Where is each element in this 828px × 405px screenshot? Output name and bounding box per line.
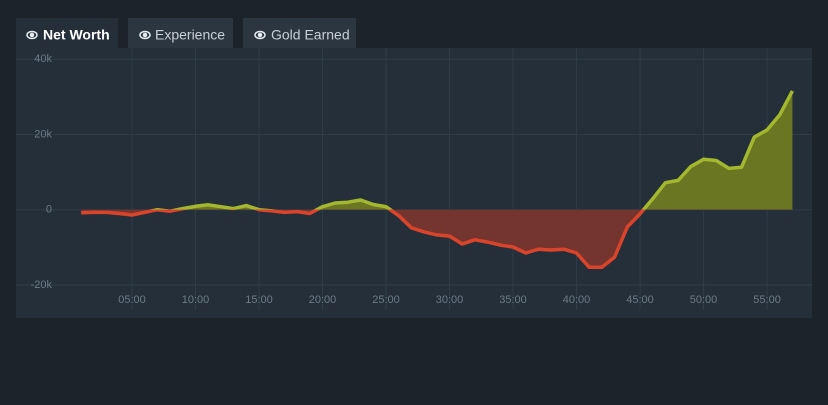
x-tick-label: 20:00	[309, 294, 337, 306]
y-tick-label: 20k	[34, 128, 52, 140]
x-tick-label: 55:00	[753, 294, 781, 306]
x-tick-label: 30:00	[436, 294, 464, 306]
y-tick-label: 0	[46, 204, 52, 216]
x-tick-label: 25:00	[372, 294, 400, 306]
x-tick-label: 15:00	[245, 294, 273, 306]
tab-label[interactable]: Gold Earned	[271, 27, 350, 43]
x-tick-label: 45:00	[626, 294, 654, 306]
tab-label[interactable]: Experience	[155, 27, 225, 43]
y-tick-label: -20k	[31, 279, 53, 291]
x-tick-label: 05:00	[118, 294, 146, 306]
y-tick-label: 40k	[34, 53, 52, 65]
area	[81, 90, 793, 268]
line	[81, 90, 794, 270]
tab-label[interactable]: Net Worth	[43, 27, 110, 43]
x-tick-label: 40:00	[563, 294, 591, 306]
tab[interactable]	[243, 18, 356, 48]
x-tick-label: 50:00	[690, 294, 718, 306]
x-tick-label: 35:00	[499, 294, 527, 306]
tab-icon	[26, 30, 266, 40]
plot: -20k 0 20k 40k 05:00 10:00 15:00 20:00 25:00 30:0…	[16, 48, 812, 310]
x-tick-label: 10:00	[182, 294, 210, 306]
